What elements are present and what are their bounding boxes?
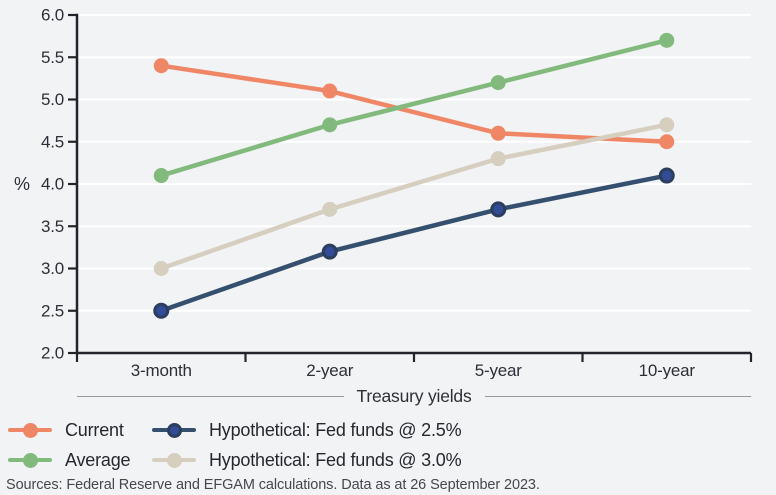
- y-tick-label: 5.5: [41, 48, 64, 67]
- axis-title-rule-right: [484, 395, 751, 397]
- data-point-hypothetical-fed-funds-3-0-5-year: [490, 151, 506, 167]
- y-tick-label: 5.0: [41, 90, 64, 109]
- data-point-average-5-year: [490, 75, 506, 91]
- legend-marker-average: [8, 452, 52, 468]
- y-tick-label: 6.0: [41, 6, 64, 25]
- sources-note: Sources: Federal Reserve and EFGAM calcu…: [6, 477, 540, 493]
- x-tick-label: 3-month: [131, 361, 192, 379]
- data-point-hypothetical-fed-funds-2-5-2-year: [321, 243, 338, 260]
- legend-marker-current: [8, 422, 52, 438]
- x-tick-label: 10-year: [639, 361, 696, 379]
- y-tick-label: 3.5: [41, 217, 64, 236]
- x-tick-label: 5-year: [475, 361, 523, 379]
- data-point-hypothetical-fed-funds-3-0-2-year: [322, 201, 338, 217]
- y-tick-label: 2.5: [41, 301, 64, 320]
- legend-dot-icon: [22, 452, 38, 468]
- legend-item-hypothetical-2-5: Hypothetical: Fed funds @ 2.5%: [152, 419, 462, 441]
- legend-item-hypothetical-3-0: Hypothetical: Fed funds @ 3.0%: [152, 449, 462, 471]
- data-point-current-10-year: [659, 134, 675, 150]
- x-axis-title: Treasury yields: [356, 385, 472, 406]
- data-point-hypothetical-fed-funds-3-0-10-year: [659, 117, 675, 133]
- data-point-current-3-month: [153, 58, 169, 74]
- data-point-hypothetical-fed-funds-2-5-10-year: [658, 167, 675, 184]
- y-axis-unit-label: %: [14, 174, 30, 194]
- data-point-hypothetical-fed-funds-3-0-3-month: [153, 261, 169, 276]
- axis-title-rule-left: [77, 395, 344, 397]
- y-tick-label: 2.0: [41, 344, 64, 363]
- y-tick-label: 4.5: [41, 132, 64, 151]
- data-point-hypothetical-fed-funds-2-5-3-month: [153, 302, 170, 319]
- legend-label-hypothetical-3-0: Hypothetical: Fed funds @ 3.0%: [209, 449, 462, 470]
- x-tick-label: 2-year: [306, 361, 354, 379]
- x-axis-title-row: Treasury yields: [77, 384, 751, 408]
- legend-label-hypothetical-2-5: Hypothetical: Fed funds @ 2.5%: [209, 419, 462, 440]
- data-point-hypothetical-fed-funds-2-5-5-year: [490, 201, 507, 218]
- legend-item-average: Average: [8, 450, 152, 471]
- y-tick-label: 4.0: [41, 175, 64, 194]
- data-point-average-3-month: [153, 168, 169, 184]
- legend-marker-hypothetical-3-0: [152, 452, 196, 468]
- legend-label-average: Average: [65, 449, 131, 470]
- data-point-current-5-year: [490, 125, 506, 141]
- data-point-average-2-year: [322, 117, 338, 133]
- legend-dot-icon: [166, 422, 182, 438]
- series-line-hypothetical-fed-funds-3-0: [159, 122, 669, 271]
- data-point-average-10-year: [659, 32, 675, 48]
- series-line-current: [159, 63, 669, 144]
- legend-label-current: Current: [65, 419, 124, 440]
- legend-dot-icon: [22, 422, 38, 438]
- series-line-hypothetical-fed-funds-2-5: [159, 173, 669, 313]
- yield-curve-plot: 6.0 5.5 5.0 4.5 4.0 3.5 3.0 2.5 2.0 3-month 2-year…: [14, 6, 753, 380]
- legend-item-current: Current: [8, 420, 152, 441]
- y-tick-label: 3.0: [41, 259, 64, 278]
- legend-marker-hypothetical-2-5: [152, 422, 196, 438]
- series-line-average: [159, 38, 669, 178]
- data-point-current-2-year: [322, 83, 338, 99]
- legend-dot-icon: [166, 452, 182, 468]
- chart-legend: Current Average Hypothetical: Fed funds …: [8, 415, 776, 475]
